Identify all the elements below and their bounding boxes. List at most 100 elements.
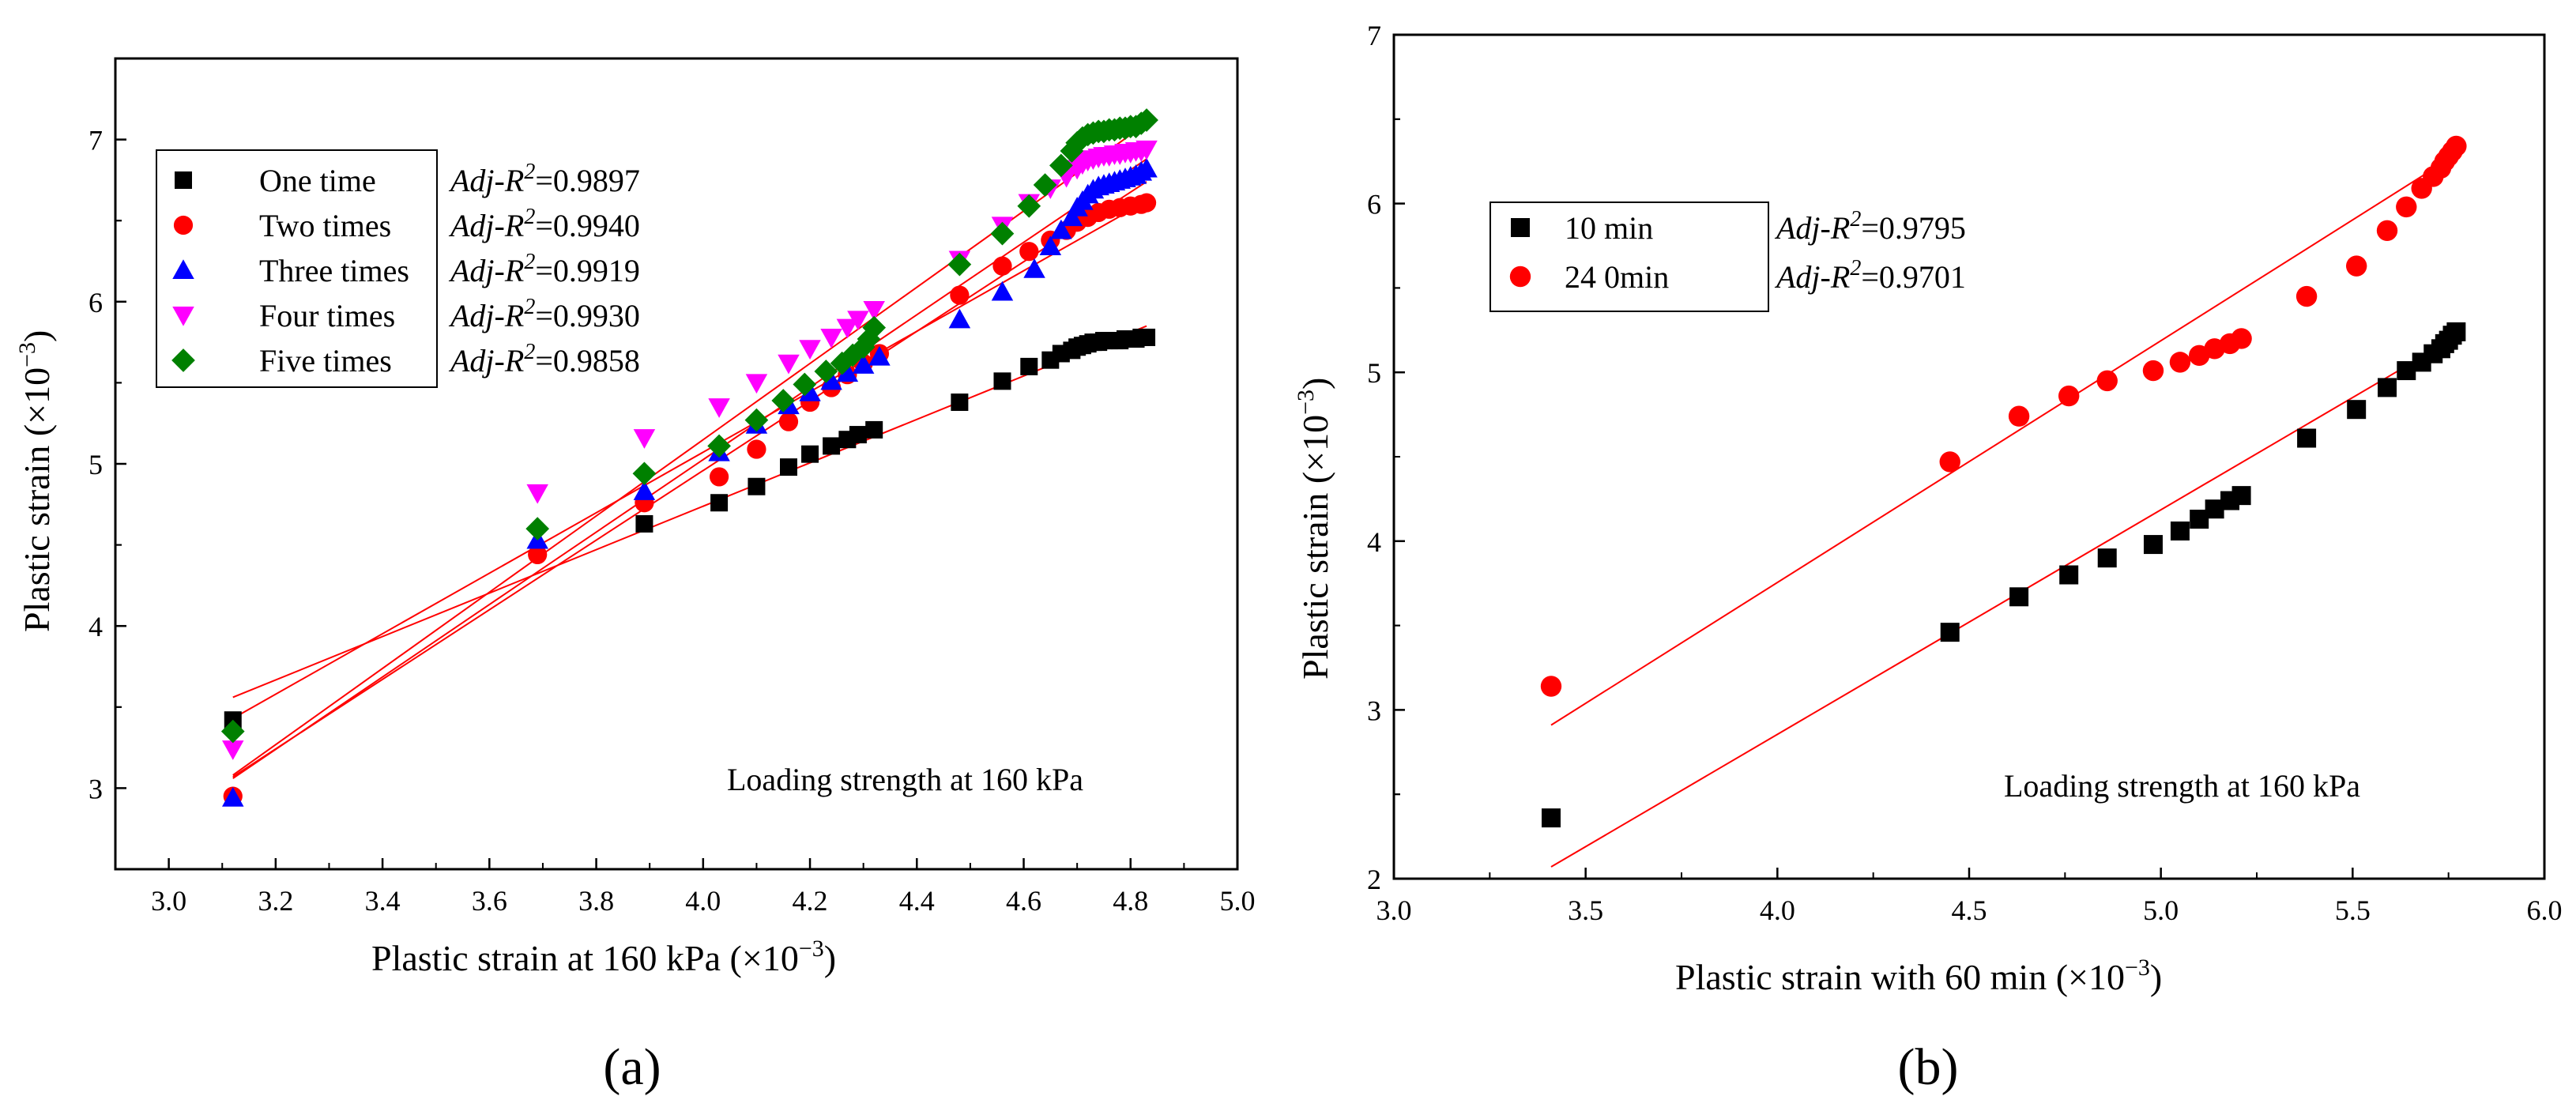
data-point (1135, 140, 1158, 160)
data-point (992, 256, 1012, 276)
y-tick-label: 6 (1367, 189, 1381, 220)
data-point (2396, 196, 2417, 218)
series-three-times (222, 157, 1158, 807)
x-tick-label: 5.0 (1220, 885, 1256, 917)
data-point (2347, 400, 2367, 420)
y-tick-label: 5 (1367, 357, 1381, 389)
y-axis-label-a: Plastic strain (×10−3) (14, 330, 57, 632)
x-tick-label: 4.0 (685, 885, 721, 917)
chart-panel-b: 3.0 3.5 4.0 4.5 5.0 5.5 6.0 2 3 4 5 6 7 10 min 24 0mi… (1293, 20, 2563, 1096)
data-point (2059, 565, 2079, 585)
panel-label-a: (a) (603, 1038, 661, 1096)
series-10-min (1541, 322, 2466, 828)
data-point (2058, 385, 2080, 407)
legend-marker (171, 348, 195, 372)
y-axis-label-b-exponent: −3 (1293, 390, 1319, 415)
data-point (1017, 194, 1041, 218)
legend-label: One time (259, 163, 376, 198)
r2-label: Adj-R2=0.9858 (448, 340, 640, 378)
y-axis-label-a-suffix: ) (17, 330, 57, 342)
fit-lines-a (232, 122, 1147, 779)
data-point (799, 381, 821, 401)
y-tick-label: 6 (89, 287, 103, 318)
x-tick-label: 5.5 (2335, 894, 2371, 926)
x-tick-label: 4.6 (1006, 885, 1041, 917)
r2-labels-a: Adj-R2=0.9897 Adj-R2=0.9940 Adj-R2=0.9919 A… (448, 160, 640, 378)
data-point (220, 719, 245, 744)
data-point (632, 461, 657, 486)
x-axis-label-b-suffix: ) (2150, 957, 2162, 997)
r2-labels-b: Adj-R2=0.9795 Adj-R2=0.9701 (1774, 207, 1966, 295)
data-point (2097, 548, 2117, 568)
data-point (1135, 157, 1158, 178)
legend-label: Five times (259, 343, 392, 378)
data-point (799, 340, 821, 360)
data-point (2297, 428, 2317, 448)
series-five-times (220, 108, 1158, 744)
panel-label-b: (b) (1898, 1038, 1959, 1096)
legend-marker (172, 259, 194, 279)
data-point (849, 426, 867, 444)
x-axis-label-b-text: Plastic strain with 60 min (×10 (1675, 957, 2125, 997)
ticks-a: 3.0 3.2 3.4 3.6 3.8 4.0 4.2 4.4 4.6 4.8 5.0 3 4 5 6 7 (89, 125, 1256, 917)
data-point (1050, 219, 1072, 239)
annotation-a: Loading strength at 160 kPa (727, 762, 1083, 797)
legend-box-b (1489, 201, 1769, 312)
legend-a: One time Two times Three times Four times Fi… (156, 149, 438, 388)
x-tick-label: 4.0 (1760, 894, 1795, 926)
data-point (1049, 153, 1073, 178)
legend-label: Two times (259, 208, 391, 243)
r2-label: Adj-R2=0.9701 (1774, 256, 1966, 295)
fit-line-three-times (232, 181, 1147, 778)
legend-label: Three times (259, 253, 409, 288)
x-tick-label: 3.8 (578, 885, 614, 917)
data-point (2446, 135, 2467, 157)
y-tick-label: 4 (89, 611, 103, 642)
legend-marker (172, 307, 194, 326)
x-tick-label: 5.0 (2143, 894, 2179, 926)
legend-label: Four times (259, 298, 395, 333)
series-one-time (224, 328, 1156, 729)
ticks-b: 3.0 3.5 4.0 4.5 5.0 5.5 6.0 2 3 4 5 6 7 (1367, 20, 2563, 926)
data-point (2295, 285, 2318, 307)
data-point (2142, 360, 2164, 382)
data-point (950, 285, 970, 305)
plot-frame-b (1392, 33, 2546, 880)
legend-b: 10 min 24 0min (1489, 201, 1769, 312)
data-point (2376, 220, 2398, 241)
data-point (863, 301, 885, 321)
data-point (526, 484, 548, 504)
y-tick-label: 4 (1367, 526, 1381, 558)
data-point (814, 360, 838, 383)
r2-label: Adj-R2=0.9897 (448, 160, 640, 198)
data-point (1020, 357, 1038, 375)
data-point (2378, 378, 2397, 397)
data-point (222, 740, 244, 760)
data-point (748, 477, 766, 495)
data-point (1940, 623, 1960, 642)
data-points-b (1540, 135, 2467, 828)
data-point (801, 445, 819, 463)
data-point (1033, 173, 1057, 197)
data-point (745, 374, 768, 394)
data-point (847, 311, 869, 331)
x-tick-label: 3.5 (1568, 894, 1603, 926)
x-axis-label-a-suffix: ) (824, 938, 836, 978)
data-point (852, 354, 875, 374)
x-tick-label: 4.2 (793, 885, 828, 917)
x-tick-label: 3.0 (151, 885, 186, 917)
data-point (1039, 235, 1062, 256)
x-axis-label-a-text: Plastic strain at 160 kPa (×10 (371, 938, 799, 978)
data-point (633, 480, 656, 500)
data-point (2008, 405, 2030, 427)
data-point (635, 514, 653, 533)
data-point (2169, 352, 2191, 373)
x-tick-label: 3.6 (472, 885, 507, 917)
data-point (990, 221, 1015, 246)
data-point (865, 420, 883, 439)
data-point (1019, 242, 1039, 262)
data-point (1540, 676, 1562, 697)
y-tick-label: 7 (89, 125, 103, 156)
data-point (948, 308, 971, 329)
